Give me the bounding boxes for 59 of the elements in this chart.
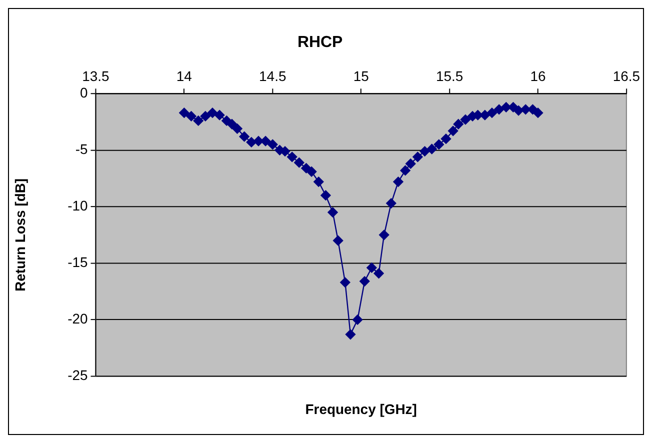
point: [400, 165, 410, 176]
y-tick-label: -20: [68, 310, 88, 327]
x-tick-label: 15: [353, 68, 370, 84]
point: [287, 152, 298, 162]
x-tick-label: 16: [530, 68, 546, 84]
point: [314, 176, 324, 187]
point: [345, 329, 356, 340]
point: [294, 157, 304, 168]
point: [480, 110, 490, 120]
point: [460, 114, 471, 125]
point: [239, 131, 250, 142]
point: [486, 108, 498, 118]
point: [494, 104, 504, 115]
point: [200, 111, 210, 122]
point: [306, 166, 317, 177]
point: [374, 268, 384, 278]
x-tick-label: 14.5: [259, 68, 286, 84]
point: [366, 262, 377, 273]
point: [179, 108, 190, 118]
point: [434, 139, 444, 150]
point: [186, 111, 196, 122]
point: [426, 144, 437, 154]
x-tick-label: 13.5: [82, 68, 110, 84]
point: [246, 137, 256, 148]
point: [453, 119, 464, 130]
point: [328, 207, 338, 218]
point: [513, 105, 524, 116]
point: [378, 230, 390, 240]
point: [232, 124, 242, 134]
point: [406, 158, 416, 169]
point: [412, 152, 423, 162]
point: [393, 176, 404, 187]
point: [360, 276, 370, 286]
point: [448, 126, 458, 136]
point: [386, 198, 396, 208]
point: [440, 134, 452, 144]
point: [532, 108, 544, 118]
x-axis-title: Frequency [GHz]: [305, 400, 417, 417]
y-tick-label: -10: [68, 198, 88, 214]
point: [340, 277, 350, 288]
point: [214, 110, 225, 120]
point: [320, 190, 331, 200]
point: [420, 146, 430, 156]
point: [226, 119, 238, 130]
y-tick-label: -5: [75, 140, 88, 157]
point: [332, 236, 344, 246]
point: [352, 314, 363, 325]
y-tick-label: -15: [68, 254, 88, 270]
y-tick-label: 0: [80, 84, 88, 100]
x-tick-label: 16.5: [612, 68, 640, 84]
point: [193, 116, 204, 126]
x-tick-label: 15.5: [436, 68, 464, 84]
point: [501, 102, 512, 112]
chart-title: RHCP: [297, 34, 343, 51]
point: [268, 139, 278, 150]
y-tick-label: -25: [68, 367, 88, 384]
x-tick-label: 14: [176, 68, 192, 84]
y-axis-title: Return Loss [dB]: [12, 178, 28, 292]
point: [207, 108, 218, 118]
